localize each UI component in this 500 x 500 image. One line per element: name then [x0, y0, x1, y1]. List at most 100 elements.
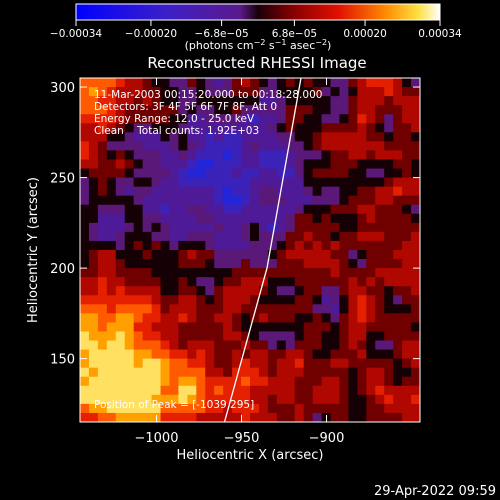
heatmap-cell: [375, 268, 385, 278]
heatmap-cell: [384, 358, 394, 369]
heatmap-cell: [88, 394, 99, 405]
heatmap-cell: [178, 259, 188, 269]
heatmap-cell: [106, 177, 117, 188]
heatmap-cell: [97, 141, 108, 152]
heatmap-cell: [411, 105, 420, 115]
heatmap-cell: [223, 313, 233, 324]
heatmap-cell: [187, 150, 197, 161]
heatmap-cell: [357, 123, 367, 133]
heatmap-cell: [169, 403, 180, 414]
heatmap-cell: [97, 385, 108, 396]
heatmap-cell: [250, 186, 260, 197]
heatmap-cell: [133, 222, 144, 233]
heatmap-cell: [97, 367, 108, 378]
heatmap-cell: [97, 313, 108, 324]
heatmap-cell: [80, 394, 90, 405]
heatmap-cell: [142, 150, 153, 161]
heatmap-cell: [205, 123, 215, 133]
heatmap-cell: [384, 295, 394, 305]
heatmap-cell: [187, 114, 197, 124]
heatmap-cell: [276, 231, 287, 242]
heatmap-cell: [294, 177, 305, 188]
heatmap-cell: [285, 295, 296, 305]
heatmap-cell: [205, 213, 215, 224]
heatmap-cell: [411, 250, 420, 260]
heatmap-cell: [330, 222, 341, 233]
heatmap-cell: [124, 340, 135, 351]
heatmap-cell: [357, 277, 367, 287]
heatmap-cell: [330, 304, 341, 314]
heatmap-cell: [321, 195, 332, 206]
heatmap-cell: [267, 204, 278, 215]
heatmap-cell: [258, 150, 269, 161]
heatmap-cell: [276, 394, 287, 405]
heatmap-cell: [267, 277, 278, 287]
heatmap-cell: [115, 213, 126, 224]
heatmap-cell: [285, 349, 296, 360]
heatmap-cell: [169, 204, 180, 215]
heatmap-cell: [88, 168, 99, 179]
heatmap-cell: [393, 358, 403, 369]
heatmap-cell: [151, 114, 162, 124]
heatmap-cell: [321, 96, 332, 106]
heatmap-cell: [88, 295, 99, 305]
heatmap-cell: [402, 340, 412, 351]
heatmap-cell: [258, 141, 269, 152]
heatmap-cell: [393, 240, 403, 251]
heatmap-cell: [411, 78, 420, 88]
colorbar-tick-label: 0.00020: [343, 28, 386, 40]
heatmap-cell: [330, 358, 341, 369]
heatmap-cell: [348, 358, 358, 369]
heatmap-cell: [115, 358, 126, 369]
heatmap-cell: [133, 367, 144, 378]
heatmap-cell: [169, 240, 180, 251]
heatmap-cell: [384, 78, 394, 88]
heatmap-cell: [250, 376, 260, 387]
heatmap-cell: [267, 168, 278, 179]
heatmap-cell: [348, 222, 358, 233]
heatmap-cell: [160, 340, 171, 351]
heatmap-cell: [250, 259, 260, 269]
heatmap-cell: [375, 231, 385, 242]
heatmap-cell: [169, 222, 180, 233]
heatmap-cell: [169, 358, 180, 369]
heatmap-cell: [330, 141, 341, 152]
heatmap-cell: [330, 331, 341, 342]
heatmap-cell: [321, 394, 332, 405]
heatmap-cell: [312, 141, 323, 152]
heatmap-cell: [80, 250, 90, 260]
heatmap-cell: [393, 132, 403, 142]
heatmap-cell: [303, 394, 314, 405]
heatmap-cell: [321, 114, 332, 124]
heatmap-cell: [321, 331, 332, 342]
heatmap-cell: [124, 250, 135, 260]
heatmap-cell: [151, 87, 162, 97]
heatmap-cell: [366, 213, 376, 224]
heatmap-cell: [151, 394, 162, 405]
heatmap-cell: [384, 286, 394, 296]
heatmap-cell: [303, 349, 314, 360]
heatmap-cell: [97, 304, 108, 314]
heatmap-cell: [258, 376, 269, 387]
heatmap-cell: [169, 250, 180, 260]
heatmap-cell: [258, 286, 269, 296]
heatmap-cell: [321, 322, 332, 333]
heatmap-cell: [258, 340, 269, 351]
heatmap-cell: [106, 123, 117, 133]
heatmap-cell: [276, 222, 287, 233]
heatmap-cell: [330, 105, 341, 115]
heatmap-cell: [178, 277, 188, 287]
heatmap-cell: [321, 186, 332, 197]
heatmap-cell: [88, 132, 99, 142]
heatmap-cell: [142, 159, 153, 170]
heatmap-cell: [276, 195, 287, 206]
heatmap-cell: [294, 114, 305, 124]
heatmap-cell: [88, 376, 99, 387]
heatmap-cell: [285, 204, 296, 215]
heatmap-cell: [348, 123, 358, 133]
heatmap-cell: [97, 322, 108, 333]
heatmap-cell: [196, 132, 206, 142]
heatmap-cell: [178, 358, 188, 369]
heatmap-cell: [384, 141, 394, 152]
heatmap-cell: [411, 376, 420, 387]
